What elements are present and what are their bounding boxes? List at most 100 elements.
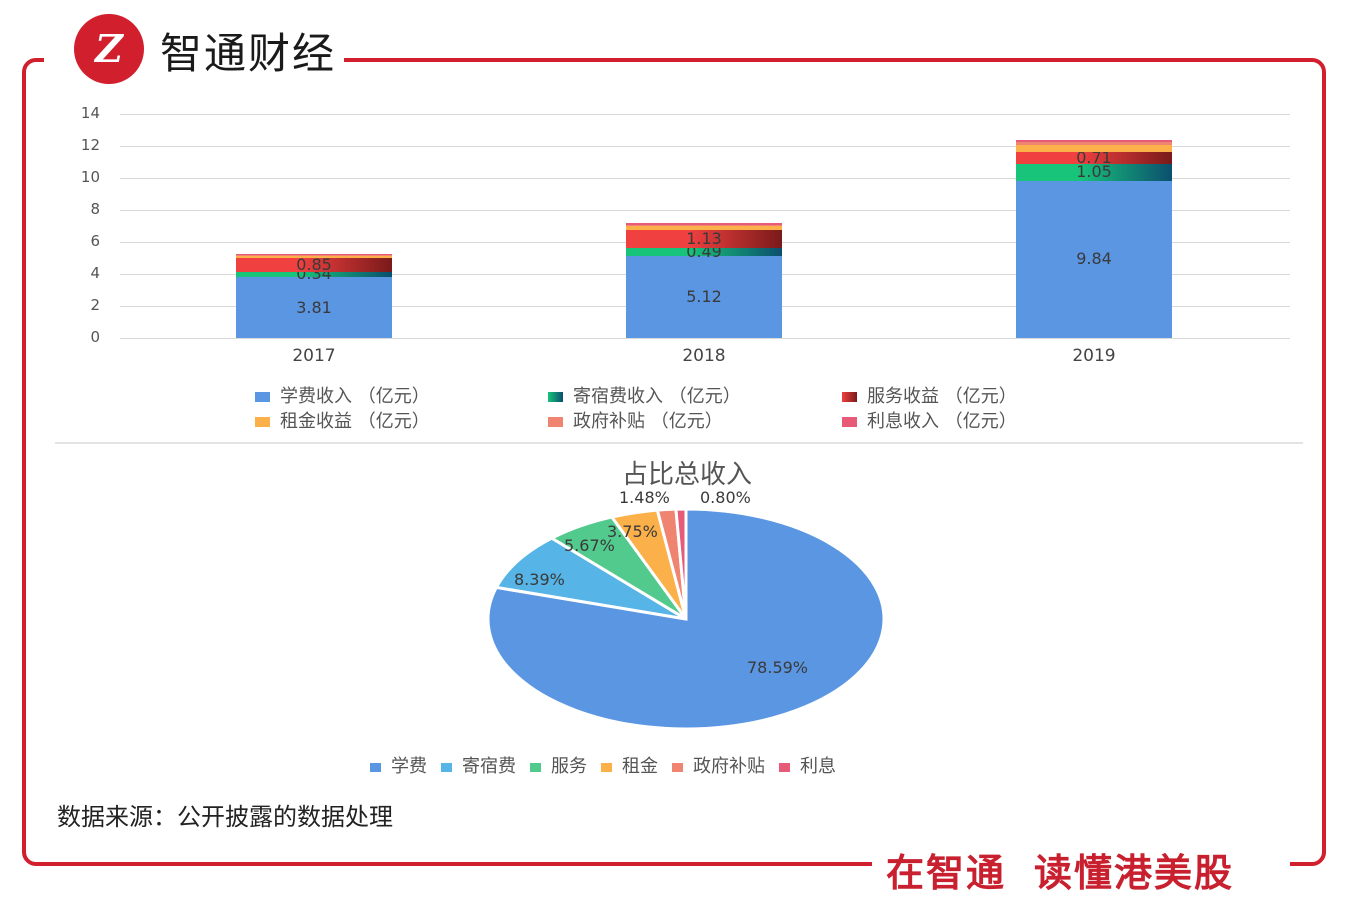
legend-item: 服务 (530, 756, 587, 777)
pie-chart-title: 占比总收入 (621, 460, 752, 490)
legend-item: 租金收益 （亿元） (255, 407, 430, 433)
x-axis-label: 2018 (682, 346, 726, 366)
pie-chart: 78.59% 8.39% 5.67% 3.75% 1.48% 0.80% (486, 488, 886, 731)
bar-2017: 3.81 0.34 0.85 (236, 100, 392, 440)
y-tick-label: 8 (90, 200, 100, 218)
bar-segment (236, 255, 392, 258)
legend-swatch-icon (548, 417, 563, 427)
gridline (120, 210, 1290, 211)
source-note: 数据来源：公开披露的数据处理 (57, 803, 393, 831)
pie-slice (494, 536, 687, 621)
slogan-part: 读懂港美股 (1034, 851, 1235, 895)
bar-segment (236, 258, 392, 272)
data-label: 0.85 (296, 254, 332, 274)
bar-segment (626, 248, 782, 257)
legend-label: 利息收入 （亿元） (867, 411, 1017, 432)
legend-swatch-icon (842, 417, 857, 427)
pie-data-label: 8.39% (514, 570, 565, 589)
legend-swatch-icon (255, 392, 270, 402)
bar-segment (236, 254, 392, 256)
legend-item: 寄宿费 (441, 756, 516, 777)
y-tick-label: 14 (80, 104, 100, 122)
legend-swatch-icon (601, 762, 612, 772)
data-label: 1.05 (1076, 162, 1112, 182)
bar-2019: 9.84 1.05 0.71 (1016, 100, 1172, 440)
data-label: 1.13 (686, 229, 722, 249)
bar-segment (1016, 180, 1172, 338)
content-frame (22, 58, 1326, 866)
legend-swatch-icon (548, 392, 563, 402)
pie-chart-legend: 学费 寄宿费 服务 租金 政府补贴 利息 (370, 752, 850, 778)
legend-swatch-icon (255, 417, 270, 427)
legend-label: 利息 (800, 756, 836, 777)
data-label: 0.71 (1076, 148, 1112, 168)
legend-swatch-icon (842, 392, 857, 402)
y-tick-label: 0 (90, 328, 100, 346)
brand-logo-icon: Z (74, 14, 144, 84)
legend-swatch-icon (370, 762, 381, 772)
bar-segment (236, 271, 392, 278)
pie-data-label: 78.59% (747, 658, 809, 677)
y-tick-label: 12 (80, 136, 100, 154)
legend-label: 政府补贴 （亿元） (573, 411, 723, 432)
x-axis-label: 2019 (1072, 346, 1116, 366)
gridline (120, 178, 1290, 179)
gridline (120, 114, 1290, 115)
legend-item: 学费 (370, 756, 427, 777)
legend-item: 服务收益 （亿元） (842, 382, 1017, 408)
y-tick-label: 2 (90, 296, 100, 314)
legend-label: 学费收入 （亿元） (280, 386, 430, 407)
bar-2018: 5.12 0.49 1.13 (626, 100, 782, 440)
legend-swatch-icon (779, 762, 790, 772)
pie-slice (674, 507, 688, 620)
gridline (120, 338, 1290, 339)
data-label: 5.12 (686, 287, 722, 307)
legend-label: 寄宿费 (462, 756, 516, 777)
legend-item: 政府补贴 (672, 756, 765, 777)
data-label: 3.81 (296, 297, 332, 317)
slogan-part: 在智通 (886, 851, 1007, 895)
y-tick-label: 6 (90, 232, 100, 250)
legend-label: 租金 (622, 756, 658, 777)
pie-data-label: 5.67% (564, 536, 615, 555)
bar-segment (626, 223, 782, 225)
bar-segment (1016, 152, 1172, 164)
y-tick-label: 4 (90, 264, 100, 282)
legend-item: 利息 (779, 756, 836, 777)
bar-segment (626, 230, 782, 249)
legend-label: 学费 (391, 756, 427, 777)
legend-item: 租金 (601, 756, 658, 777)
legend-swatch-icon (530, 762, 541, 772)
frame-gap (872, 855, 1290, 877)
legend-label: 寄宿费收入 （亿元） (573, 386, 741, 407)
pie-svg (486, 507, 886, 731)
data-label: 9.84 (1076, 249, 1112, 269)
bar-segment (1016, 140, 1172, 142)
brand-name: 智通财经 (160, 29, 337, 78)
bar-segment (236, 253, 392, 255)
bar-segment (626, 256, 782, 338)
pie-data-label: 3.75% (607, 522, 658, 541)
legend-label: 服务 (551, 756, 587, 777)
bar-segment (1016, 141, 1172, 145)
legend-swatch-icon (672, 762, 683, 772)
gridline (120, 146, 1290, 147)
bar-segment (236, 277, 392, 338)
x-axis-label: 2017 (292, 346, 336, 366)
legend-label: 租金收益 （亿元） (280, 411, 430, 432)
pie-slice (486, 507, 886, 731)
section-divider (55, 442, 1303, 444)
legend-item: 寄宿费收入 （亿元） (548, 382, 741, 408)
pie-data-label: 0.80% (700, 488, 751, 507)
pie-data-label: 1.48% (619, 488, 670, 507)
bar-segment (1016, 163, 1172, 181)
y-tick-label: 10 (80, 168, 100, 186)
bar-segment (626, 224, 782, 227)
bar-segment (626, 226, 782, 231)
legend-label: 政府补贴 (693, 756, 765, 777)
legend-item: 学费收入 （亿元） (255, 382, 430, 408)
legend-item: 利息收入 （亿元） (842, 407, 1017, 433)
legend-swatch-icon (441, 762, 452, 772)
stacked-bar-chart: 14 12 10 8 6 4 2 0 3.81 0.34 0.85 2017 5.12 0.49 1.13 2… (60, 100, 1300, 440)
footer-slogan: 在智通 读懂港美股 (886, 842, 1262, 897)
